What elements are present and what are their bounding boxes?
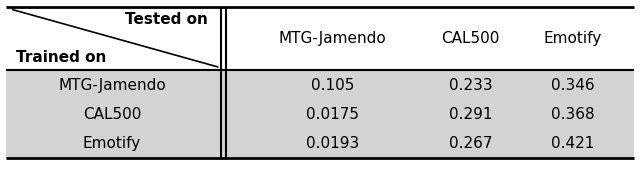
Text: Trained on: Trained on xyxy=(16,50,106,65)
Text: 0.0193: 0.0193 xyxy=(306,136,360,151)
Text: CAL500: CAL500 xyxy=(441,31,500,46)
Text: 0.368: 0.368 xyxy=(551,107,595,122)
Text: 0.233: 0.233 xyxy=(449,78,492,93)
Text: 0.0175: 0.0175 xyxy=(307,107,359,122)
Bar xyxy=(6,70,634,100)
Text: Emotify: Emotify xyxy=(83,136,141,151)
Bar xyxy=(6,100,634,129)
Text: Tested on: Tested on xyxy=(125,12,208,27)
Text: 0.105: 0.105 xyxy=(311,78,355,93)
Text: 0.346: 0.346 xyxy=(551,78,595,93)
Text: MTG-Jamendo: MTG-Jamendo xyxy=(279,31,387,46)
Text: 0.291: 0.291 xyxy=(449,107,492,122)
Text: 0.267: 0.267 xyxy=(449,136,492,151)
Text: 0.421: 0.421 xyxy=(551,136,595,151)
Bar xyxy=(6,129,634,158)
Text: MTG-Jamendo: MTG-Jamendo xyxy=(58,78,166,93)
Text: CAL500: CAL500 xyxy=(83,107,141,122)
Text: Emotify: Emotify xyxy=(543,31,602,46)
